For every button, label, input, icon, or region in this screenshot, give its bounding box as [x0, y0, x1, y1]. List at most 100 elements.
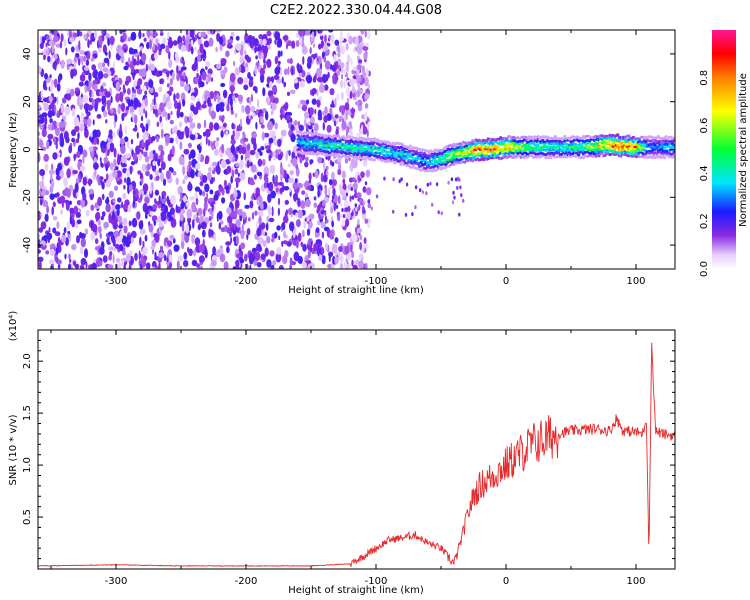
- spectrogram-cell: [305, 142, 309, 146]
- spectrogram-cell: [218, 102, 225, 108]
- spectrogram-cell: [65, 47, 68, 56]
- spectrogram-cell: [421, 190, 425, 195]
- spectrogram-cell: [205, 136, 208, 146]
- spectrogram-cell: [61, 136, 64, 145]
- spectrogram-cell: [94, 30, 97, 39]
- spectrogram-cell: [49, 102, 55, 110]
- spectrogram-cell: [304, 111, 310, 119]
- spectrogram-cell: [162, 178, 167, 186]
- spectrogram-cell: [308, 131, 313, 135]
- spectrogram-cell: [194, 186, 201, 192]
- spectrogram-cell: [265, 96, 271, 104]
- spectrogram-cell: [268, 207, 273, 216]
- spectrogram-cell: [340, 91, 344, 101]
- spectrogram-cell: [78, 58, 81, 66]
- spectrogram-cell: [493, 152, 497, 156]
- spectrogram-cell: [342, 178, 346, 184]
- spectrogram-cell: [179, 80, 185, 88]
- spectrogram-cell: [300, 80, 305, 88]
- spectrogram-cell: [46, 140, 50, 150]
- spectrogram-cell: [364, 181, 368, 186]
- spectrogram-cell: [603, 153, 607, 157]
- spectrogram-cell: [313, 243, 319, 252]
- spectrogram-cell: [251, 194, 254, 200]
- spectrogram-cell: [183, 260, 189, 267]
- spectrogram-cell: [199, 81, 205, 88]
- spectrogram-cell: [304, 161, 309, 168]
- spectrogram-cell: [130, 230, 137, 239]
- spectrogram-cell: [44, 73, 48, 80]
- spectrogram-cell: [205, 128, 211, 138]
- spectrogram-cell: [173, 93, 176, 102]
- spectrogram-cell: [259, 151, 263, 157]
- spectrogram-cell: [336, 212, 340, 216]
- spectrogram-cell: [340, 62, 345, 68]
- spectrogram-cell: [563, 135, 567, 138]
- spectrogram-cell: [105, 180, 112, 188]
- spectrogram-cell: [269, 130, 276, 137]
- spectrogram-cell: [277, 207, 280, 216]
- spectrogram-cell: [321, 231, 325, 239]
- spectrogram-cell: [289, 264, 292, 269]
- spectrogram-cell: [203, 40, 210, 48]
- spectrogram-cell: [277, 60, 281, 65]
- spectrogram-cell: [527, 135, 531, 139]
- spectrogram-cell: [74, 182, 79, 193]
- spectrogram-cell: [240, 242, 246, 250]
- spectrogram-cell: [364, 218, 369, 224]
- spectrogram-cell: [322, 122, 325, 131]
- spectrogram-cell: [206, 192, 209, 202]
- spectrogram-cell: [318, 43, 322, 50]
- spectrogram-cell: [263, 173, 268, 183]
- spectrogram-cell: [145, 213, 148, 219]
- spectrogram-cell: [172, 126, 178, 134]
- spectrogram-cell: [160, 214, 167, 222]
- spectrogram-cell: [153, 53, 158, 60]
- spectrogram-cell: [290, 89, 296, 95]
- spectrogram-cell: [115, 93, 120, 103]
- spectrogram-cell: [204, 94, 208, 100]
- spectrogram-cell: [318, 96, 323, 101]
- spectrogram-cell: [100, 216, 104, 221]
- spectrogram-cell: [179, 73, 183, 82]
- spectrogram-cell: [398, 179, 401, 184]
- spectrogram-cell: [239, 258, 245, 264]
- spectrogram-cell: [101, 30, 105, 35]
- spectrogram-cell: [254, 210, 258, 216]
- spectrogram-cell: [264, 145, 271, 150]
- spectrogram-cell: [234, 99, 237, 104]
- spectrogram-cell: [299, 36, 303, 46]
- spectrogram-cell: [179, 213, 184, 222]
- spectrogram-cell: [247, 34, 254, 45]
- spectrogram-cell: [451, 200, 455, 205]
- spectrogram-cell: [244, 54, 250, 61]
- spectrogram-cell: [346, 54, 351, 64]
- spectrogram-cell: [275, 187, 279, 193]
- spectrogram-cell: [84, 84, 88, 94]
- spectrogram-cell: [260, 124, 265, 129]
- spectrogram-cell: [53, 78, 58, 88]
- spectrogram-cell: [364, 262, 368, 269]
- spectrogram-cell: [46, 232, 53, 240]
- spectrogram-cell: [603, 139, 607, 143]
- spectrogram-cell: [53, 136, 57, 145]
- spectrogram-cell: [311, 185, 315, 191]
- spectrogram-cell: [75, 53, 80, 58]
- spectrogram-cell: [338, 140, 342, 143]
- spectrogram-cell: [207, 139, 211, 147]
- spectrogram-cell: [379, 148, 383, 151]
- spectrogram-cell: [45, 49, 50, 55]
- spectrogram-cell: [121, 113, 125, 122]
- spectrogram-cell: [317, 57, 319, 62]
- spectrogram-cell: [329, 201, 334, 208]
- spectrogram-cell: [48, 227, 51, 233]
- spectrogram-cell: [266, 30, 272, 37]
- spectrogram-cell: [100, 85, 104, 93]
- spectrogram-cell: [352, 264, 358, 269]
- spectrogram-cell: [72, 260, 77, 267]
- spectrogram-cell: [213, 194, 219, 201]
- spectrogram-cell: [341, 208, 344, 212]
- spectrogram-cell: [236, 146, 240, 152]
- spectrogram-cell: [84, 66, 90, 71]
- spectrogram-cell: [247, 217, 251, 222]
